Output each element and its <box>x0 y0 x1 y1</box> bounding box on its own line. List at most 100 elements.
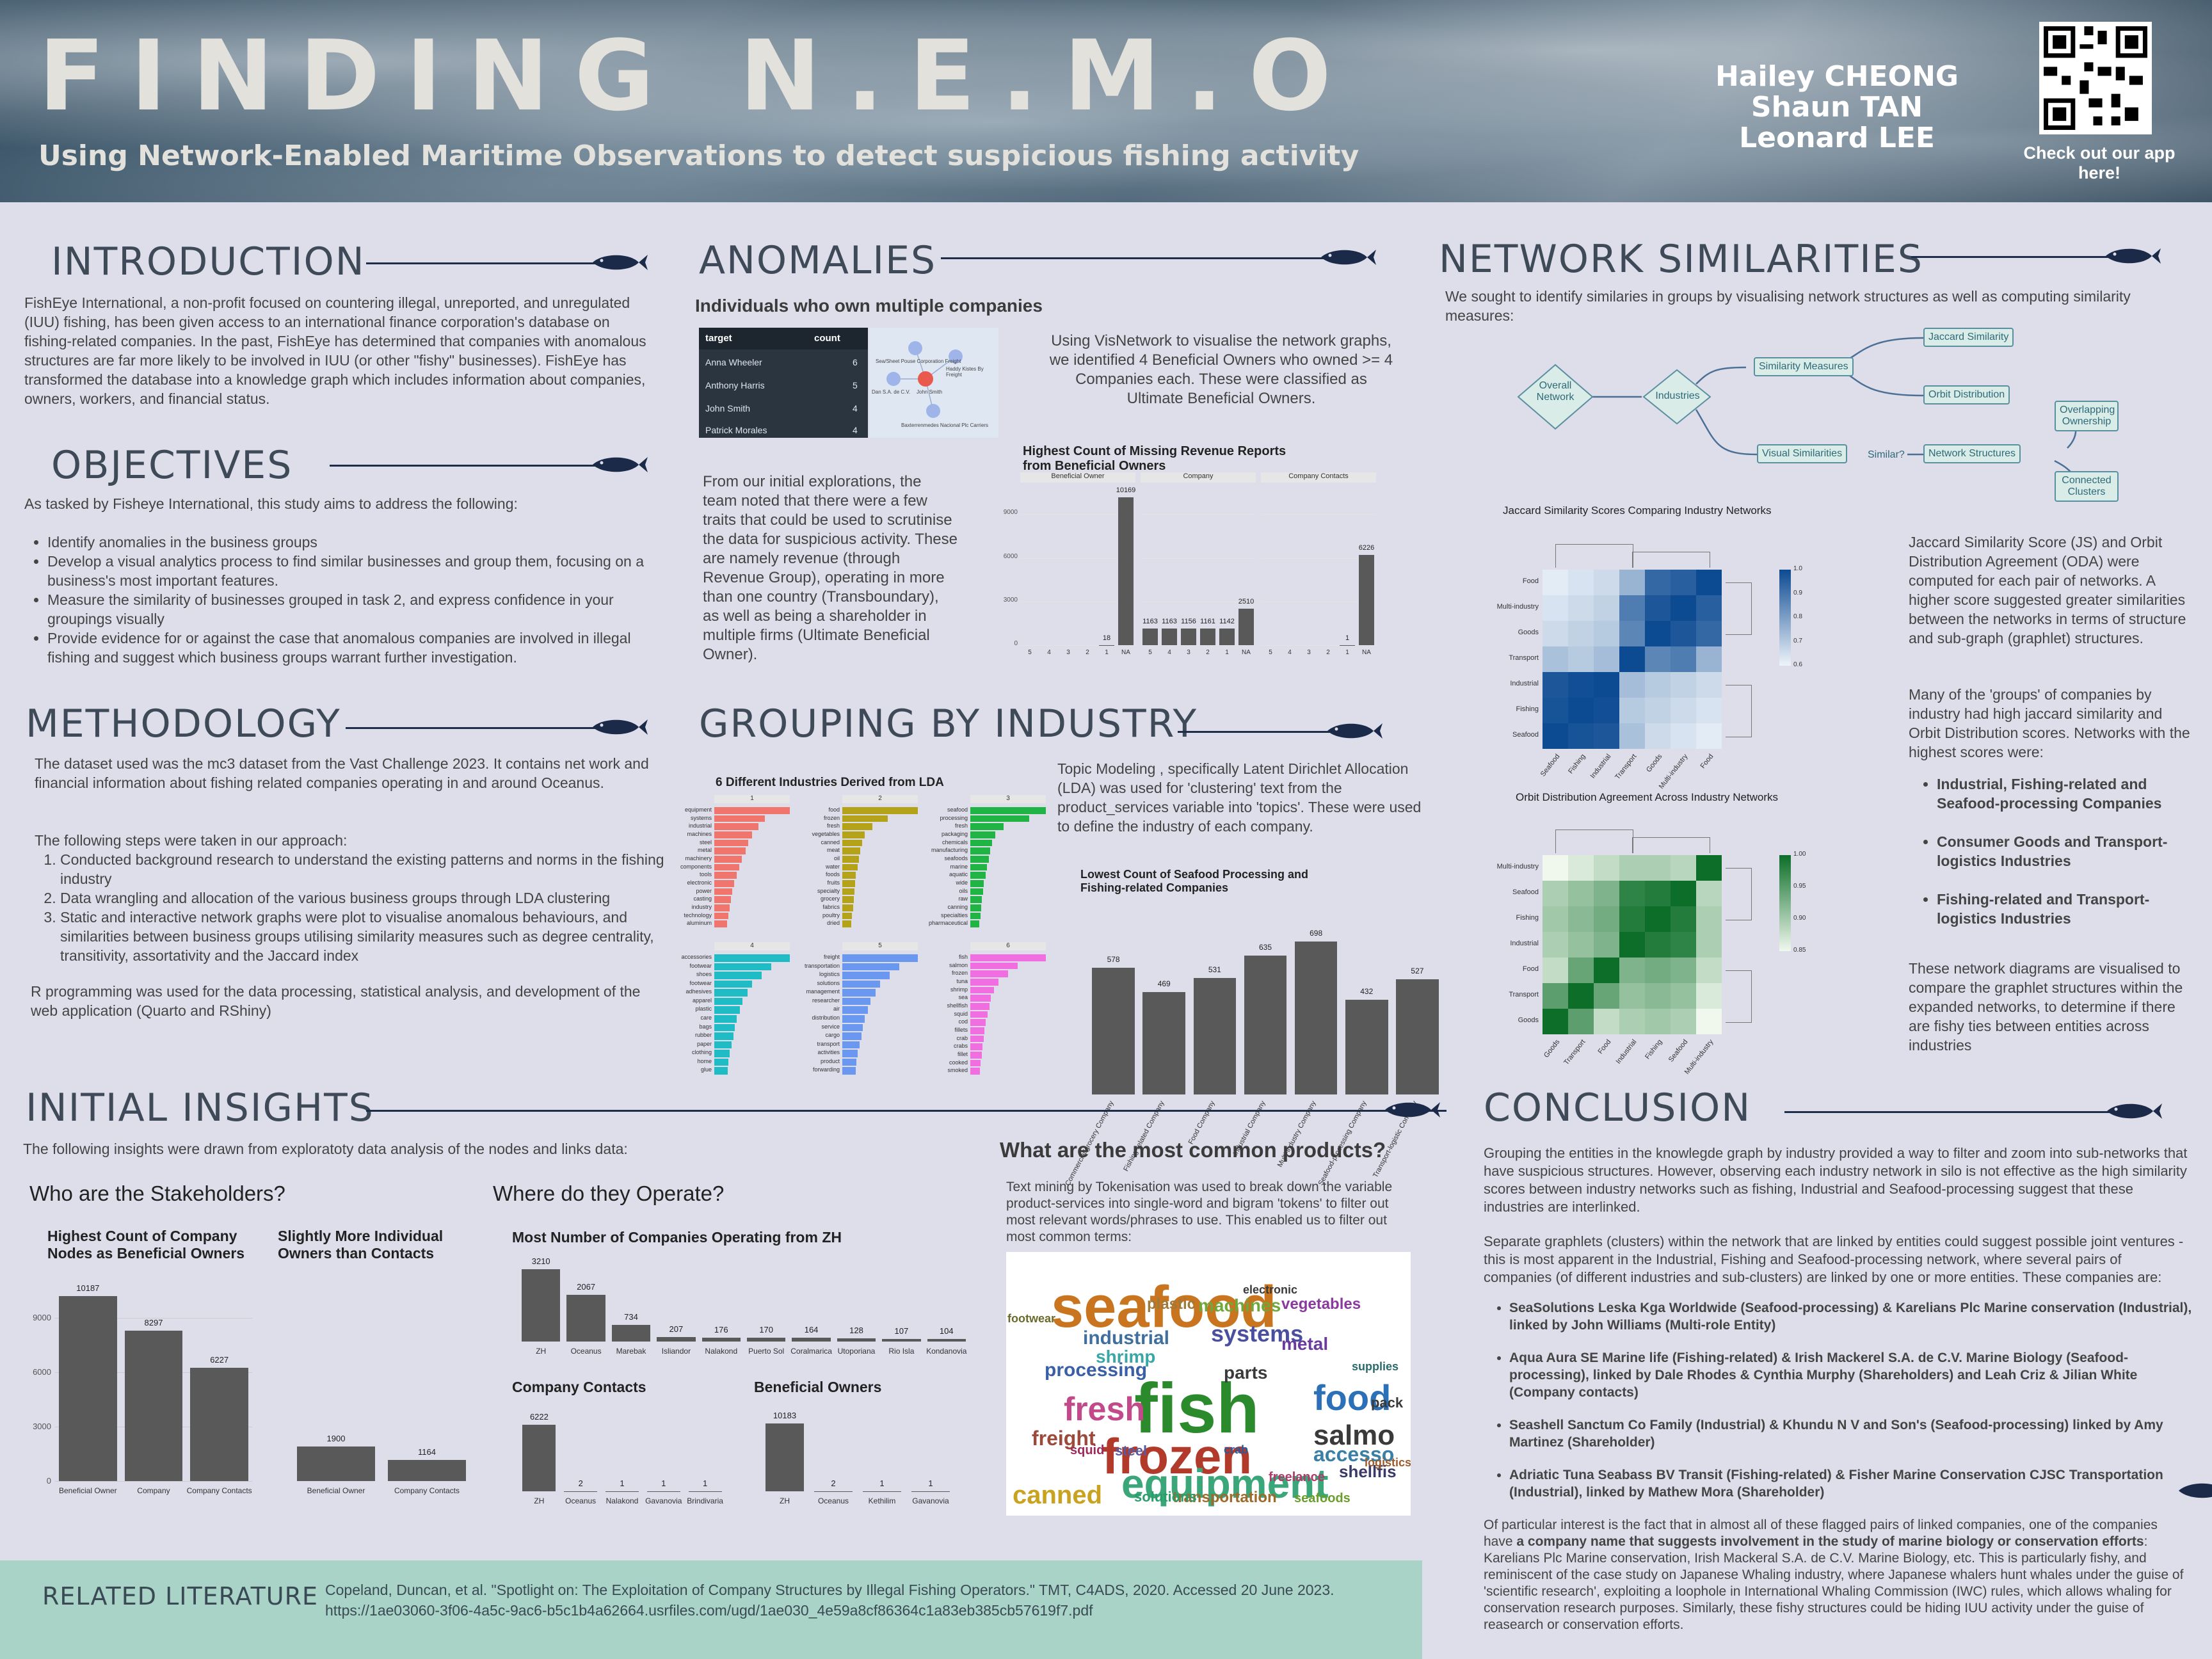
section-divider <box>1178 731 1331 733</box>
bar <box>564 1491 598 1492</box>
topic-bar <box>842 1032 862 1040</box>
heatmap-cell <box>1645 723 1671 749</box>
gridline <box>1141 557 1256 559</box>
orbit-heatmap: Multi-industry Seafood Fishing Industrial Fo… <box>1485 810 1843 1079</box>
heatmap-cell <box>1619 958 1645 983</box>
heatmap-col-label: Transport <box>1562 1038 1587 1067</box>
author-1: Hailey CHEONG <box>1715 60 1959 93</box>
topic-bar <box>714 904 730 911</box>
objective-item: Identify anomalies in the business group… <box>47 533 675 552</box>
heatmap-cell <box>1671 932 1696 958</box>
heatmap-cell <box>1543 958 1568 983</box>
x-tick-label: ZH <box>780 1496 790 1505</box>
x-tick-label: 3 <box>1066 649 1070 656</box>
x-tick-label: 3 <box>1187 649 1190 656</box>
x-tick-label: Marebak <box>616 1347 646 1356</box>
topic-bar <box>714 997 743 1006</box>
dendrogram <box>1726 868 1752 920</box>
topic-bar <box>842 880 856 887</box>
word-cloud-term: footwear <box>1007 1312 1056 1325</box>
x-tick-label: Company Contacts <box>394 1486 460 1495</box>
x-tick-label: Gavanovia <box>645 1496 682 1505</box>
bar <box>1359 554 1374 645</box>
x-tick-label: Coralmarica <box>790 1347 832 1356</box>
lowest-count-chart: 578 Commercial/grocery Company 469 Fishing-… <box>1064 909 1447 1187</box>
network-node-label: Sea/Sheet Pouse Corporation Freight <box>876 358 961 364</box>
topic-term: distribution <box>812 1014 840 1021</box>
network-closing-text: These network diagrams are visualised to… <box>1909 960 2183 1054</box>
topic-term: raw <box>958 895 968 902</box>
topic-bar <box>970 995 991 1002</box>
conclusion-heading: CONCLUSION <box>1484 1086 1752 1130</box>
missing-revenue-chart-title: Highest Count of Missing Revenue Reports… <box>1023 444 1286 473</box>
topic-bar <box>842 888 854 895</box>
topic-bar <box>714 1006 740 1014</box>
heatmap-col-label: Transport <box>1614 753 1639 781</box>
x-tick-label: 2 <box>1326 649 1330 656</box>
topic-bar <box>842 920 852 927</box>
x-tick-label: Beneficial Owner <box>58 1486 117 1495</box>
heatmap-cell <box>1594 932 1619 958</box>
bar-value-label: 207 <box>669 1324 684 1334</box>
topic-bar <box>842 807 918 814</box>
heatmap-cell <box>1696 672 1722 698</box>
legend-tick: 0.95 <box>1793 883 1806 890</box>
topic-bar <box>970 1011 988 1018</box>
topic-bar <box>714 896 731 903</box>
linked-pair: Adriatic Tuna Seabass BV Transit (Fishin… <box>1509 1466 2200 1501</box>
heatmap-cell <box>1594 881 1619 906</box>
x-tick-label: Kondanovia <box>926 1347 967 1356</box>
topic-term: food <box>828 806 840 813</box>
objective-item: Provide evidence for or against the case… <box>47 629 675 667</box>
qr-code[interactable] <box>2039 22 2152 134</box>
heatmap-cell <box>1696 1009 1722 1034</box>
topic-bar <box>714 888 732 895</box>
heatmap-cell <box>1645 672 1671 698</box>
dendrogram <box>1555 830 1633 853</box>
flow-industries: Industries <box>1655 390 1700 401</box>
orbit-title: Orbit Distribution Agreement Across Indu… <box>1516 791 1779 803</box>
facet-label: Company Contacts <box>1261 472 1376 483</box>
topic-bar <box>714 880 735 887</box>
bar <box>566 1295 605 1342</box>
word-cloud-term: food <box>1313 1377 1391 1418</box>
bar <box>882 1339 921 1342</box>
topic-term: specialty <box>817 887 840 894</box>
heatmap-cell <box>1645 698 1671 723</box>
flow-overlapping: Overlapping Ownership <box>2055 401 2119 431</box>
topic-label: 4 <box>714 942 790 950</box>
bar-value-label: 527 <box>1411 966 1424 975</box>
heatmap-cell <box>1696 621 1722 646</box>
group-item: Industrial, Fishing-related and Seafood-… <box>1937 774 2186 813</box>
bar <box>611 1325 651 1342</box>
heatmap-cell <box>1671 595 1696 621</box>
y-tick-label: 3000 <box>33 1421 51 1431</box>
bar-value-label: 432 <box>1360 987 1374 997</box>
heatmap-cell <box>1568 855 1594 881</box>
word-cloud-term: steel <box>1115 1443 1148 1459</box>
heatmap-cell <box>1568 983 1594 1009</box>
heatmap-cell <box>1568 595 1594 621</box>
heatmap-cell <box>1594 646 1619 672</box>
objectives-intro: As tasked by Fisheye International, this… <box>24 495 518 512</box>
fish-icon <box>2179 1483 2212 1498</box>
topic-term: salmon <box>949 961 968 968</box>
section-divider <box>330 465 597 467</box>
topic-term: industry <box>691 904 712 910</box>
x-tick-label: ZH <box>536 1347 547 1356</box>
bar <box>605 1491 639 1492</box>
bar <box>1092 968 1135 1094</box>
topic-term: cod <box>958 1018 968 1025</box>
bar-value-label: 8297 <box>144 1317 163 1327</box>
topic-term: cooked <box>949 1059 968 1066</box>
topic-modeling-text: Topic Modeling , specifically Latent Dir… <box>1057 760 1422 835</box>
heatmap-cell <box>1671 723 1696 749</box>
table-cell: 6 <box>853 357 858 367</box>
word-cloud-term: freight <box>1032 1427 1096 1450</box>
topic-term: fresh <box>826 822 840 830</box>
topic-bar <box>970 1019 986 1026</box>
bar-value-label: 531 <box>1208 965 1221 975</box>
fish-icon <box>593 255 648 270</box>
company-contacts-chart: 6222 ZH 2 Oceanus 1 Nalakond 1 Gavanovia 1 Brindi… <box>512 1406 730 1508</box>
topic-term: aluminum <box>686 920 712 927</box>
